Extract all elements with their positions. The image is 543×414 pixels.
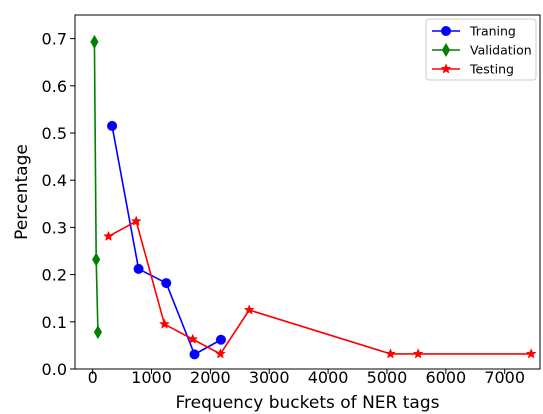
series-line-validation: [93, 41, 99, 333]
x-axis-title: Frequency buckets of NER tags: [176, 393, 440, 413]
data-point-validation: [92, 252, 101, 267]
data-point-testing: [385, 348, 396, 359]
y-tick-label: 0.5: [42, 124, 67, 143]
series-validation: [90, 34, 103, 340]
y-tick-label: 0.0: [42, 360, 67, 379]
legend-marker-validation: [441, 43, 451, 57]
series-testing: [103, 215, 537, 359]
data-point-testing: [412, 348, 424, 359]
data-point-testing: [525, 348, 537, 359]
legend-label-testing: Testing: [469, 62, 514, 77]
series-line-testing: [108, 220, 532, 355]
data-point-testing: [214, 348, 226, 359]
data-point-testing: [130, 215, 142, 226]
y-tick-label: 0.7: [42, 30, 67, 49]
data-point-validation: [93, 325, 103, 340]
data-point-traning: [133, 263, 144, 274]
data-point-traning: [189, 349, 200, 360]
data-point-traning: [161, 278, 172, 289]
plot-frame: [74, 14, 541, 370]
y-tick-label: 0.3: [42, 218, 67, 237]
series-line-traning: [111, 125, 222, 356]
legend-entry-traning: Traning: [432, 24, 516, 39]
legend-entry-validation: Validation: [432, 43, 532, 58]
x-tick-label: 5000: [367, 368, 408, 387]
x-tick-label: 1000: [131, 368, 172, 387]
x-tick-label: 0: [88, 368, 98, 387]
data-point-traning: [107, 120, 118, 131]
y-axis-ticks: 0.0 0.1 0.2 0.3 0.4 0.5 0.6 0.7: [42, 30, 75, 379]
data-point-validation: [90, 34, 99, 49]
data-point-testing: [243, 304, 255, 315]
x-tick-label: 6000: [425, 368, 466, 387]
x-tick-label: 4000: [308, 368, 349, 387]
x-tick-label: 3000: [249, 368, 290, 387]
y-axis-title: Percentage: [12, 144, 32, 240]
x-axis-ticks: 0 1000 2000 3000 4000 5000 6000 7000: [88, 368, 525, 387]
series-layer: [90, 34, 537, 360]
data-point-testing: [103, 230, 114, 241]
legend-marker-testing: [440, 63, 452, 74]
y-tick-label: 0.6: [42, 77, 67, 96]
y-tick-label: 0.4: [42, 171, 67, 190]
legend: Traning Validation Testing: [425, 18, 537, 81]
data-point-traning: [215, 334, 226, 345]
y-tick-label: 0.1: [42, 313, 67, 332]
legend-entry-testing: Testing: [432, 62, 514, 77]
series-traning: [107, 120, 226, 360]
x-tick-label: 2000: [190, 368, 231, 387]
data-point-testing: [187, 333, 199, 344]
legend-label-traning: Traning: [469, 24, 516, 39]
legend-box: [425, 18, 537, 81]
legend-label-validation: Validation: [470, 43, 532, 58]
legend-marker-traning: [441, 26, 451, 36]
x-tick-label: 7000: [484, 368, 525, 387]
data-point-testing: [159, 318, 170, 329]
y-tick-label: 0.2: [42, 266, 67, 285]
